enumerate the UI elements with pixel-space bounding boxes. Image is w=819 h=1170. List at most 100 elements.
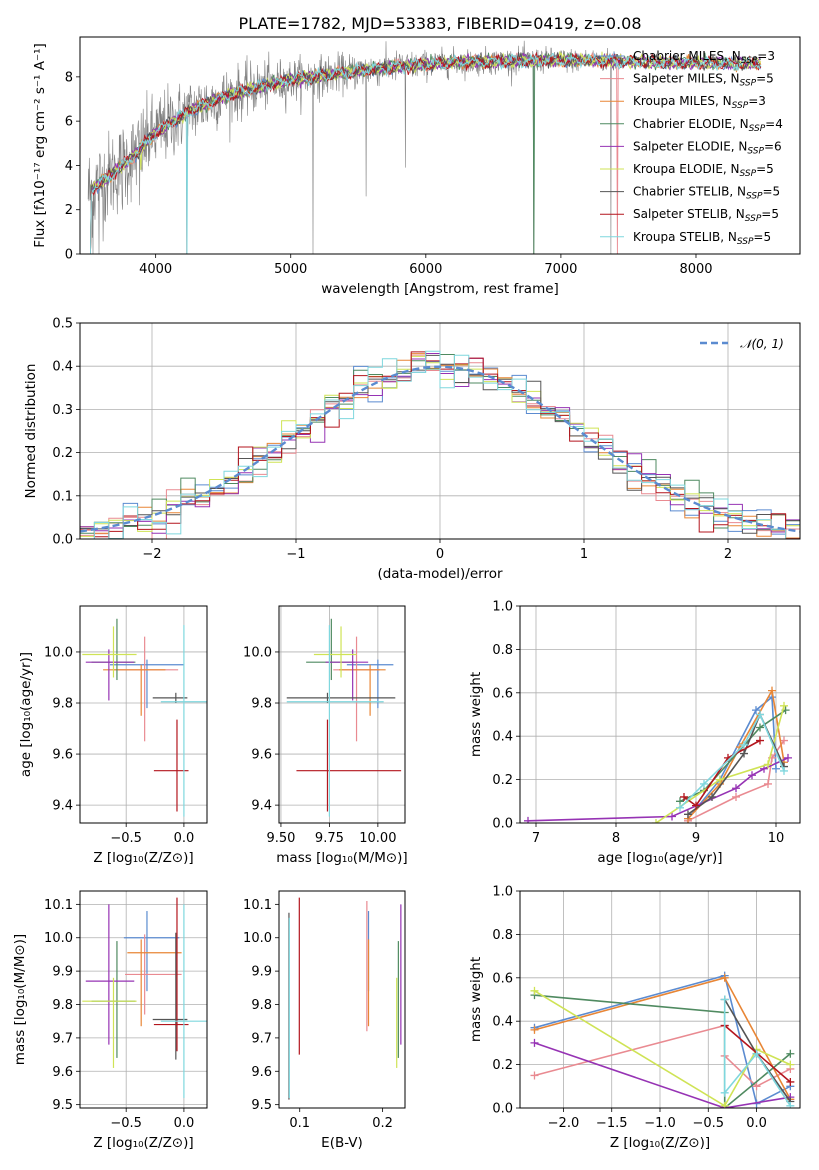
legend-entry-count: =3 [748,94,766,108]
mass-vs-ebv-panel: 0.1 0.2 9.5 9.6 9.7 9.8 9.9 10.0 10.1 E(B-V) [243,890,406,1151]
axes-frame [278,890,406,1109]
y-tick-label: 2 [65,203,73,218]
y-tick-label: 9.4 [251,799,272,814]
y-tick-label: 4 [65,159,73,174]
y-tick-label: 9.8 [52,697,73,712]
normal-curve [80,365,800,533]
legend-entry-sub: SSP [740,79,757,89]
legend-entry-name: Kroupa MILES, N [633,94,732,108]
axes-frame [519,890,801,1109]
residual-histogram-panel: −2 −1 0 1 2 0.0 0.1 0.2 0.3 0.4 0.5 (data-model)/er… [23,317,801,582]
y-tick-label: 0.0 [52,533,73,548]
weight-marker-chabrier-elodie [756,723,764,732]
weight-marker-kroupa-elodie [720,1101,729,1108]
weight-marker-salpeter-stelib [680,792,688,801]
x-axis-label: (data-model)/error [377,566,503,582]
x-tick-label: 8 [612,831,620,846]
age-vs-mass-panel: 9.50 9.75 10.00 9.4 9.6 9.8 10.0 mass [log₁₀(M/… [243,605,408,866]
x-axis-label: E(B-V) [321,1135,363,1151]
legend-entry-sub: SSP [741,56,758,66]
legend-entry-count: =5 [756,72,774,86]
weight-marker-kroupa-elodie [780,701,788,710]
weight-marker-salpeter-miles [764,779,772,788]
y-axis-label: Flux [fλ10⁻¹⁷ erg cm⁻² s⁻¹ A⁻¹] [32,43,48,248]
y-tick-label: 0.2 [492,773,513,788]
x-tick-label: 0.0 [746,1116,767,1131]
weight-marker-salpeter-elodie [668,812,676,821]
legend-entry-count: =3 [757,49,775,63]
axes-frame [519,605,801,824]
x-tick-label: 7 [532,831,540,846]
y-tick-label: 10.0 [243,931,272,946]
plot-area [80,350,800,539]
legend-entry-name: Chabrier MILES, N [633,49,741,63]
legend-entry-name: Kroupa ELODIE, N [633,162,740,176]
x-tick-label: 6000 [409,262,442,277]
weight-marker-chabrier-elodie [786,1049,795,1058]
x-tick-label: −1 [286,547,305,562]
y-axis-label: age [log₁₀(age/yr)] [18,652,34,777]
weight-marker-kroupa-elodie [530,986,539,995]
weight-marker-chabrier-stelib [708,792,716,801]
y-tick-label: 1.0 [492,885,513,900]
model-spectrum-salpeter-stelib [88,51,762,254]
axes-frame [79,605,208,824]
mass-weight-vs-age-panel: 7 8 9 10 0.0 0.2 0.4 0.6 0.8 1.0 age [log₁₀(age/yr… [468,600,801,866]
legend-entry-count: =5 [761,207,779,221]
x-tick-label: 1 [580,547,588,562]
weight-marker-salpeter-miles [752,1082,761,1091]
legend-entry-name: Salpeter ELODIE, N [633,139,747,153]
legend-entry: Chabrier MILES, NSSP=3 [633,49,775,66]
y-tick-label: 0.2 [52,446,73,461]
legend-entry: Kroupa ELODIE, NSSP=5 [633,162,774,179]
weight-marker-kroupa-miles [768,686,776,695]
weight-marker-chabrier-stelib [740,749,748,758]
weight-marker-salpeter-miles [780,736,788,745]
y-tick-label: 0.8 [492,928,513,943]
y-tick-label: 0.5 [52,317,73,332]
y-tick-label: 9.6 [52,748,73,763]
weight-marker-salpeter-miles [530,1071,539,1080]
x-tick-label: −1.0 [644,1116,676,1131]
legend-entry-sub: SSP [740,169,757,179]
weight-marker-salpeter-stelib [692,801,700,810]
y-tick-label: 9.8 [251,697,272,712]
axes-frame [79,322,801,540]
weight-marker-kroupa-stelib [780,766,788,775]
y-axis-label: mass weight [468,672,484,757]
plot-area [286,618,402,817]
weight-marker-salpeter-elodie [524,816,532,823]
y-tick-label: 1.0 [492,600,513,615]
legend-entry-sub: SSP [749,124,766,134]
y-tick-label: 0.0 [492,1102,513,1117]
plot-area [82,618,207,817]
legend-entry-sub: SSP [746,192,763,202]
y-axis-label: mass [log₁₀(M/M⊙)] [12,934,28,1065]
x-tick-label: −0.5 [692,1116,724,1131]
weight-marker-kroupa-miles [720,973,729,982]
x-tick-label: 0.1 [289,1116,310,1131]
histogram-kroupa-stelib [80,350,800,539]
y-tick-label: 10.0 [44,645,73,660]
axes-frame [79,36,801,255]
legend-entry-name: Kroupa STELIB, N [633,230,737,244]
model-spectrum-kroupa-stelib [88,52,762,254]
y-tick-label: 0.6 [492,971,513,986]
y-tick-label: 9.7 [251,1031,272,1046]
weight-marker-kroupa-stelib [720,1088,729,1097]
y-tick-label: 0.2 [492,1058,513,1073]
y-tick-label: 9.4 [52,799,73,814]
legend-entry-count: =5 [763,185,781,199]
legend-entry: Kroupa MILES, NSSP=3 [633,94,766,111]
plot-area [87,40,762,254]
x-tick-label: 0.0 [174,1116,195,1131]
y-axis-label: mass weight [468,957,484,1042]
x-tick-label: −2.0 [548,1116,580,1131]
legend-entry-count: =4 [765,117,783,131]
x-tick-label: 7000 [544,262,577,277]
plot-area [288,897,402,1100]
x-tick-label: 0.0 [174,831,195,846]
x-tick-label: 10 [768,831,785,846]
weight-line-salpeter-elodie [534,1042,791,1108]
